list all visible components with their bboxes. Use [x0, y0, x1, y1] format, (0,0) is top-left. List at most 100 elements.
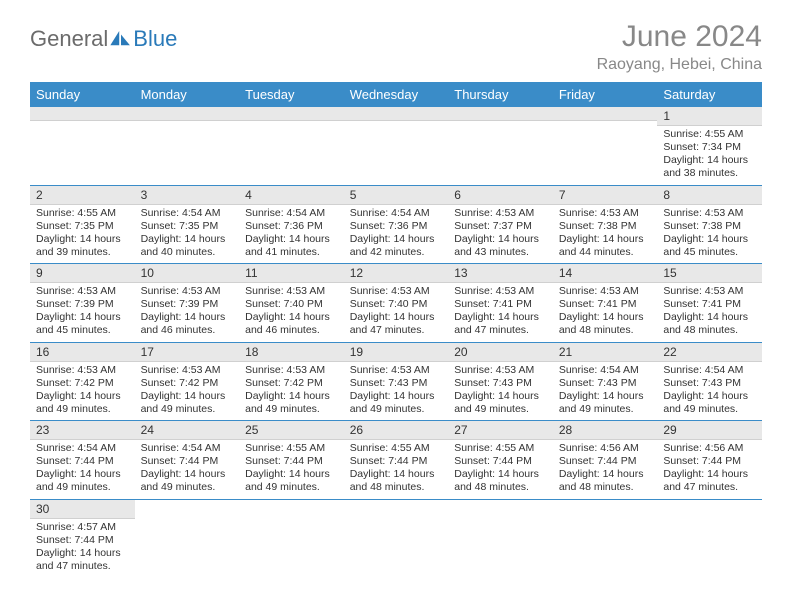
day-content: Sunrise: 4:53 AMSunset: 7:41 PMDaylight:… — [553, 283, 658, 342]
daylight1: Daylight: 14 hours — [36, 311, 129, 324]
day-number: 17 — [135, 343, 240, 362]
daylight2: and 49 minutes. — [350, 403, 443, 416]
daylight1: Daylight: 14 hours — [454, 468, 547, 481]
day-number: 3 — [135, 186, 240, 205]
daylight1: Daylight: 14 hours — [559, 468, 652, 481]
page-title: June 2024 — [597, 20, 762, 54]
col-fri: Friday — [553, 82, 658, 107]
day-content: Sunrise: 4:54 AMSunset: 7:36 PMDaylight:… — [344, 205, 449, 264]
day-content: Sunrise: 4:54 AMSunset: 7:36 PMDaylight:… — [239, 205, 344, 264]
sunset: Sunset: 7:43 PM — [350, 377, 443, 390]
daylight1: Daylight: 14 hours — [141, 233, 234, 246]
sunset: Sunset: 7:44 PM — [36, 534, 129, 547]
daylight2: and 49 minutes. — [559, 403, 652, 416]
day-number: 13 — [448, 264, 553, 283]
sunrise: Sunrise: 4:53 AM — [663, 207, 756, 220]
sunset: Sunset: 7:35 PM — [36, 220, 129, 233]
day-content: Sunrise: 4:54 AMSunset: 7:43 PMDaylight:… — [657, 362, 762, 421]
sunrise: Sunrise: 4:55 AM — [245, 442, 338, 455]
sunset: Sunset: 7:42 PM — [141, 377, 234, 390]
sunrise: Sunrise: 4:53 AM — [454, 207, 547, 220]
daylight2: and 47 minutes. — [36, 560, 129, 573]
sunrise: Sunrise: 4:53 AM — [350, 364, 443, 377]
sunrise: Sunrise: 4:55 AM — [36, 207, 129, 220]
day-content: Sunrise: 4:56 AMSunset: 7:44 PMDaylight:… — [657, 440, 762, 499]
day-cell: 18Sunrise: 4:53 AMSunset: 7:42 PMDayligh… — [239, 342, 344, 421]
sunset: Sunset: 7:44 PM — [245, 455, 338, 468]
day-content: Sunrise: 4:57 AMSunset: 7:44 PMDaylight:… — [30, 519, 135, 578]
empty-cell — [448, 107, 553, 185]
day-cell: 2Sunrise: 4:55 AMSunset: 7:35 PMDaylight… — [30, 185, 135, 264]
day-number: 14 — [553, 264, 658, 283]
day-number: 7 — [553, 186, 658, 205]
daylight1: Daylight: 14 hours — [141, 311, 234, 324]
sunrise: Sunrise: 4:55 AM — [350, 442, 443, 455]
day-cell: 9Sunrise: 4:53 AMSunset: 7:39 PMDaylight… — [30, 264, 135, 343]
day-number: 21 — [553, 343, 658, 362]
sunrise: Sunrise: 4:55 AM — [454, 442, 547, 455]
empty-cell — [448, 499, 553, 577]
sunset: Sunset: 7:37 PM — [454, 220, 547, 233]
day-number: 5 — [344, 186, 449, 205]
day-content: Sunrise: 4:55 AMSunset: 7:35 PMDaylight:… — [30, 205, 135, 264]
day-number: 1 — [657, 107, 762, 126]
calendar-row: 16Sunrise: 4:53 AMSunset: 7:42 PMDayligh… — [30, 342, 762, 421]
daylight1: Daylight: 14 hours — [663, 233, 756, 246]
sunset: Sunset: 7:42 PM — [245, 377, 338, 390]
day-cell: 6Sunrise: 4:53 AMSunset: 7:37 PMDaylight… — [448, 185, 553, 264]
daylight2: and 45 minutes. — [36, 324, 129, 337]
day-content: Sunrise: 4:54 AMSunset: 7:35 PMDaylight:… — [135, 205, 240, 264]
sunset: Sunset: 7:40 PM — [350, 298, 443, 311]
day-content: Sunrise: 4:55 AMSunset: 7:34 PMDaylight:… — [657, 126, 762, 185]
sunset: Sunset: 7:43 PM — [663, 377, 756, 390]
day-content: Sunrise: 4:56 AMSunset: 7:44 PMDaylight:… — [553, 440, 658, 499]
sunrise: Sunrise: 4:54 AM — [141, 207, 234, 220]
sunset: Sunset: 7:42 PM — [36, 377, 129, 390]
day-cell: 22Sunrise: 4:54 AMSunset: 7:43 PMDayligh… — [657, 342, 762, 421]
calendar-row: 9Sunrise: 4:53 AMSunset: 7:39 PMDaylight… — [30, 264, 762, 343]
day-content: Sunrise: 4:54 AMSunset: 7:44 PMDaylight:… — [135, 440, 240, 499]
sunrise: Sunrise: 4:53 AM — [559, 285, 652, 298]
sunrise: Sunrise: 4:56 AM — [559, 442, 652, 455]
sunset: Sunset: 7:43 PM — [559, 377, 652, 390]
day-cell: 13Sunrise: 4:53 AMSunset: 7:41 PMDayligh… — [448, 264, 553, 343]
day-number: 4 — [239, 186, 344, 205]
sunset: Sunset: 7:39 PM — [36, 298, 129, 311]
day-number: 25 — [239, 421, 344, 440]
daylight2: and 48 minutes. — [663, 324, 756, 337]
sunset: Sunset: 7:41 PM — [454, 298, 547, 311]
day-cell: 14Sunrise: 4:53 AMSunset: 7:41 PMDayligh… — [553, 264, 658, 343]
daylight2: and 43 minutes. — [454, 246, 547, 259]
day-content: Sunrise: 4:54 AMSunset: 7:43 PMDaylight:… — [553, 362, 658, 421]
sunset: Sunset: 7:34 PM — [663, 141, 756, 154]
day-cell: 26Sunrise: 4:55 AMSunset: 7:44 PMDayligh… — [344, 421, 449, 500]
empty-header — [344, 107, 449, 121]
col-sat: Saturday — [657, 82, 762, 107]
sunrise: Sunrise: 4:53 AM — [245, 285, 338, 298]
logo: General Blue — [30, 20, 177, 52]
sunset: Sunset: 7:41 PM — [663, 298, 756, 311]
daylight2: and 49 minutes. — [36, 403, 129, 416]
day-content: Sunrise: 4:55 AMSunset: 7:44 PMDaylight:… — [344, 440, 449, 499]
day-number: 2 — [30, 186, 135, 205]
title-block: June 2024 Raoyang, Hebei, China — [597, 20, 762, 74]
day-cell: 8 Sunrise: 4:53 AMSunset: 7:38 PMDaylight… — [657, 185, 762, 264]
daylight2: and 49 minutes. — [245, 403, 338, 416]
daylight1: Daylight: 14 hours — [36, 468, 129, 481]
sunset: Sunset: 7:44 PM — [141, 455, 234, 468]
daylight1: Daylight: 14 hours — [36, 233, 129, 246]
day-content: Sunrise: 4:53 AMSunset: 7:41 PMDaylight:… — [657, 283, 762, 342]
sunrise: Sunrise: 4:53 AM — [36, 285, 129, 298]
day-cell: 7Sunrise: 4:53 AMSunset: 7:38 PMDaylight… — [553, 185, 658, 264]
day-cell: 20Sunrise: 4:53 AMSunset: 7:43 PMDayligh… — [448, 342, 553, 421]
daylight2: and 49 minutes. — [663, 403, 756, 416]
empty-cell — [239, 107, 344, 185]
col-tue: Tuesday — [239, 82, 344, 107]
sunset: Sunset: 7:38 PM — [663, 220, 756, 233]
day-content: Sunrise: 4:53 AMSunset: 7:42 PMDaylight:… — [30, 362, 135, 421]
day-number: 27 — [448, 421, 553, 440]
sunrise: Sunrise: 4:53 AM — [663, 285, 756, 298]
empty-cell — [553, 499, 658, 577]
day-number: 15 — [657, 264, 762, 283]
day-number: 8 — [657, 186, 762, 205]
